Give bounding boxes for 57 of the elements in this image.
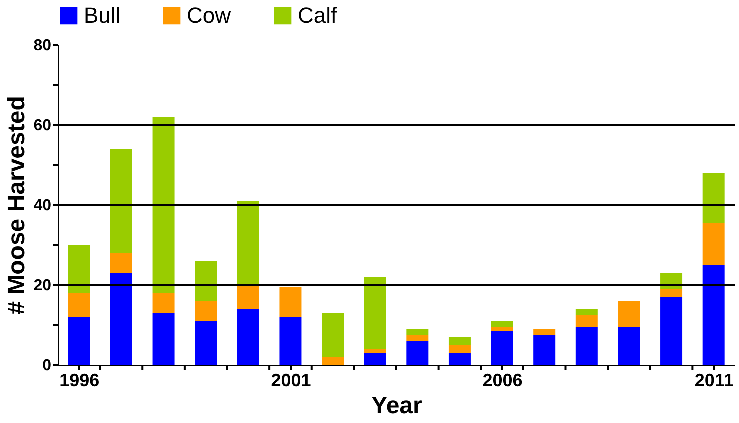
y-tick-label: 60 [34,118,52,134]
bar [618,327,640,365]
bar [702,173,725,223]
bar [702,223,725,265]
bar [280,317,302,365]
bar [364,277,386,349]
bar [237,309,260,365]
bar [237,201,260,285]
legend-label: Calf [298,3,338,28]
bar [576,309,598,315]
bar [491,321,514,327]
bar [406,329,429,335]
bar [110,253,132,273]
legend-label: Cow [187,3,232,28]
bar [491,327,514,331]
bar [660,297,683,365]
x-tick-label: 1996 [60,370,100,390]
y-axis-title: # Moose Harvested [4,96,31,315]
bar [68,245,90,293]
x-tick-label: 2006 [482,370,523,390]
bar [322,313,344,357]
bar [576,315,598,327]
legend-label: Bull [84,3,121,28]
bar [195,261,218,301]
bar [448,345,471,353]
y-tick-label: 20 [34,278,52,294]
x-tick-label: 2011 [694,370,734,390]
y-tick-label: 0 [42,358,52,374]
bar [406,341,429,365]
bar [68,317,90,365]
x-tick-label: 2001 [271,370,312,390]
bar [152,117,175,293]
bar [364,353,386,365]
bar [110,273,132,365]
bar [280,287,302,317]
bar [364,349,386,353]
bar [152,313,175,365]
bar [534,329,556,335]
bar [322,357,344,365]
bar [660,289,683,297]
bar [534,335,556,365]
bar [237,285,260,309]
bar [448,337,471,345]
bar [195,321,218,365]
x-axis-title: Year [372,392,422,420]
bar [618,301,640,327]
bar [406,335,429,341]
bar [195,301,218,321]
bar [491,331,514,365]
bar [68,293,90,317]
y-tick-label: 80 [34,38,52,54]
bar [702,265,725,365]
bar [576,327,598,365]
bar [110,149,132,253]
bar [448,353,471,365]
bar [152,293,175,313]
y-tick-label: 40 [34,198,52,214]
